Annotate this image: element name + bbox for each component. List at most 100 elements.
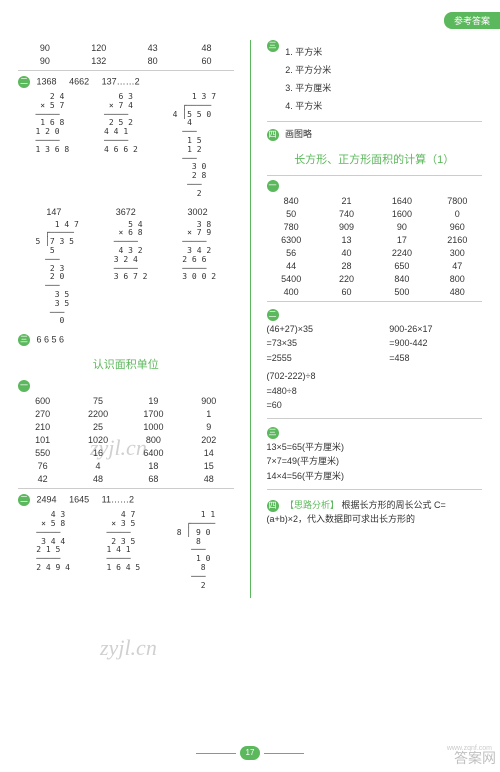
val: 6 6 5 6	[37, 335, 65, 345]
cell: 90	[18, 56, 72, 66]
cell: 202	[184, 435, 233, 445]
area-line: 14×4=56(平方厘米)	[267, 469, 483, 483]
divider-line	[267, 418, 483, 419]
unit-item: 1. 平方米	[285, 45, 331, 58]
cell: 132	[72, 56, 126, 66]
calc-section-3: 三 13×5=65(平方厘米) 7×7=49(平方厘米) 14×4=56(平方厘…	[267, 425, 483, 483]
cell: 960	[433, 222, 482, 232]
number-grid-2: 8402116407800 5074016000 78090990960 630…	[267, 196, 483, 297]
cell: 400	[267, 287, 316, 297]
analysis-section: 四 【思路分析】 根据长方形的周长公式 C= (a+b)×2，代入数据即可求出长…	[267, 498, 483, 525]
top-row-1: 90 120 43 48	[18, 43, 234, 53]
calc-line: =73×35	[267, 336, 360, 350]
cell: 800	[433, 274, 482, 284]
bullet-icon: 一	[18, 380, 30, 392]
calc-line: =480÷8	[267, 384, 483, 398]
watermark: zyjl.cn	[100, 635, 157, 661]
cell: 120	[72, 43, 126, 53]
cell: 48	[180, 43, 234, 53]
divider-line	[18, 70, 234, 71]
calc-line: (46+27)×35	[267, 322, 360, 336]
corner-watermark: 答案网	[454, 748, 496, 768]
bullet-icon: 二	[18, 494, 30, 506]
val: 1645	[69, 495, 89, 505]
calculation: 6 3 × 7 4 ───── 2 5 2 4 4 1 ───── 4 6 6 …	[104, 93, 138, 199]
page-badge: 参考答案	[444, 12, 500, 29]
calculation: 2 4 × 5 7 ───── 1 6 8 1 2 0 ───── 1 3 6 …	[35, 93, 69, 199]
cell: 14	[184, 448, 233, 458]
cell: 840	[377, 274, 426, 284]
val: 11……2	[102, 495, 134, 505]
draw-skip: 四 画图略	[267, 127, 483, 141]
cell: 270	[18, 409, 67, 419]
cell: 300	[433, 248, 482, 258]
bullet-icon: 四	[267, 500, 279, 512]
cell: 44	[267, 261, 316, 271]
divider-line	[267, 489, 483, 490]
area-line: 13×5=65(平方厘米)	[267, 440, 483, 454]
cell: 6300	[267, 235, 316, 245]
cell: 56	[267, 248, 316, 258]
cell: 25	[73, 422, 122, 432]
cell: 90	[377, 222, 426, 232]
cell: 550	[18, 448, 67, 458]
cell: 16	[73, 448, 122, 458]
analysis-text: 根据长方形的周长公式 C=	[342, 500, 446, 510]
val: 4662	[69, 76, 89, 86]
grid-section-1: 一 6007519900 270220017001 2102510009 101…	[18, 380, 234, 484]
main-content: 90 120 43 48 90 132 80 60 二 1368 4662 13…	[0, 0, 500, 628]
cell: 42	[18, 474, 67, 484]
cell: 900	[184, 396, 233, 406]
bullet-icon: 四	[267, 129, 279, 141]
cell: 40	[322, 248, 371, 258]
cell: 28	[322, 261, 371, 271]
bullet-icon: 三	[18, 334, 30, 346]
cell: 68	[129, 474, 178, 484]
cell: 13	[322, 235, 371, 245]
cell: 1600	[377, 209, 426, 219]
cell: 800	[129, 435, 178, 445]
calculation: 3 8 × 7 9 ───── 3 4 2 2 6 6 ───── 3 0 0 …	[182, 221, 216, 327]
calc-line: =458	[389, 351, 482, 365]
analysis-text-2: (a+b)×2，代入数据即可求出长方形的	[267, 512, 483, 525]
area-line: 7×7=49(平方厘米)	[267, 454, 483, 468]
cell: 2200	[73, 409, 122, 419]
left-column: 90 120 43 48 90 132 80 60 二 1368 4662 13…	[18, 40, 234, 598]
val: 3002	[162, 207, 234, 217]
cell: 43	[126, 43, 180, 53]
grid-section-2: 一 8402116407800 5074016000 78090990960 6…	[267, 180, 483, 297]
cell: 1700	[129, 409, 178, 419]
unit-item: 4. 平方米	[285, 99, 331, 112]
analysis-label: 【思路分析】	[285, 500, 339, 510]
calculation: 5 4 × 6 8 ───── 4 3 2 3 2 4 ───── 3 6 7 …	[114, 221, 148, 327]
cell: 60	[322, 287, 371, 297]
cell: 480	[433, 287, 482, 297]
number-grid-1: 6007519900 270220017001 2102510009 10110…	[18, 396, 234, 484]
section-2-header-2: 147 3672 3002	[18, 207, 234, 217]
longdiv-row-2: 1 4 7 ┌───── 5 │7 3 5 5 ─── 2 3 2 0 ─── …	[18, 221, 234, 327]
cell: 4	[73, 461, 122, 471]
column-divider	[250, 40, 251, 598]
cell: 90	[18, 43, 72, 53]
cell: 80	[126, 56, 180, 66]
cell: 1640	[377, 196, 426, 206]
cell: 1000	[129, 422, 178, 432]
cell: 76	[18, 461, 67, 471]
calculation: 1 1 ┌───── 8 │ 9 0 8 ─── 1 0 8 ─── 2	[177, 511, 216, 590]
val: 3672	[90, 207, 162, 217]
unit-item: 2. 平方分米	[285, 63, 331, 76]
bullet-icon: 二	[18, 76, 30, 88]
longdiv-row-1: 2 4 × 5 7 ───── 1 6 8 1 2 0 ───── 1 3 6 …	[18, 93, 234, 199]
cell: 5400	[267, 274, 316, 284]
val: 137……2	[102, 76, 140, 86]
longdiv-row-3: 4 3 × 5 8 ───── 3 4 4 2 1 5 ───── 2 4 9 …	[18, 511, 234, 590]
cell: 7800	[433, 196, 482, 206]
val: 147	[18, 207, 90, 217]
cell: 740	[322, 209, 371, 219]
bullet-icon: 一	[267, 180, 279, 192]
unit-item: 3. 平方厘米	[285, 81, 331, 94]
calc-line: =900-442	[389, 336, 482, 350]
val: 1368	[37, 76, 57, 86]
cell: 18	[129, 461, 178, 471]
bullet-icon: 三	[267, 40, 279, 52]
